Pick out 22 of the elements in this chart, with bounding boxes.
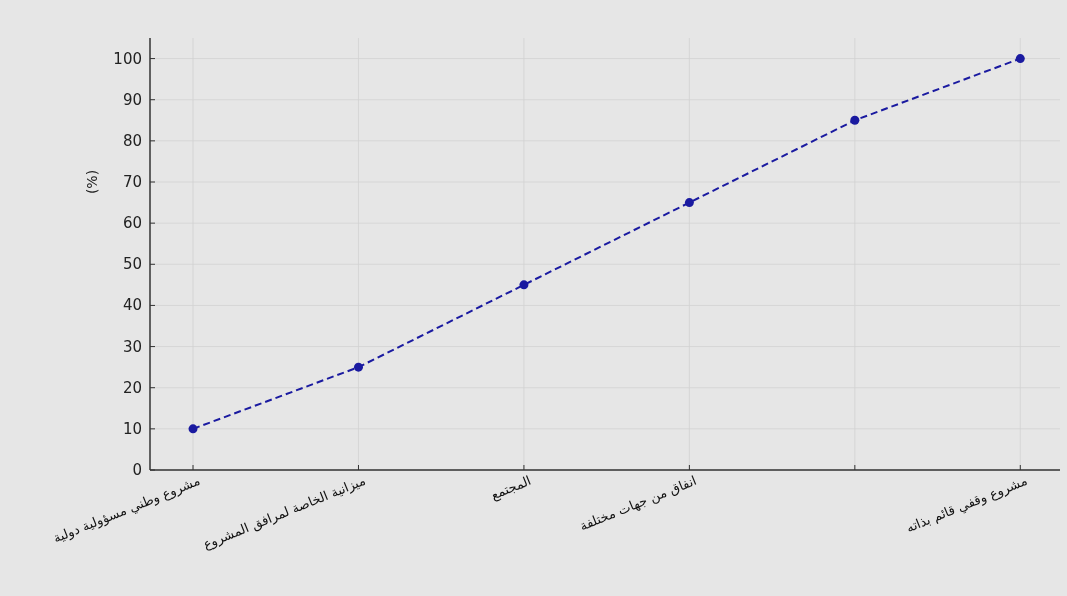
y-tick-label: 20: [122, 378, 142, 397]
point: [850, 115, 860, 125]
y-tick-label: 100: [113, 49, 142, 68]
y-tick-label: 90: [122, 90, 142, 109]
point: [188, 424, 198, 434]
x-tick-label: ميزانية الخاصة لمرافق المشروع: [200, 472, 368, 553]
y-tick-label: 10: [122, 419, 142, 438]
y-tick-label: 60: [122, 214, 142, 233]
point: [684, 198, 694, 208]
x-tick-label: انفاق من جهات مختلفة: [577, 472, 699, 535]
point: [519, 280, 529, 290]
x-tick-label: مشروع وقفي قائم بذاته: [904, 472, 1030, 537]
point: [353, 362, 363, 372]
y-tick-label: 40: [122, 296, 142, 315]
y-tick-label: 0: [132, 461, 142, 479]
x-tick-label: المجتمع: [488, 472, 534, 504]
y-tick-label: 30: [122, 337, 142, 356]
point: [1015, 54, 1025, 64]
y-tick-label: 80: [122, 131, 142, 150]
y-tick-label: 50: [122, 255, 142, 274]
y-axis-title: (%): [84, 169, 100, 195]
y-tick-label: 70: [122, 173, 142, 191]
